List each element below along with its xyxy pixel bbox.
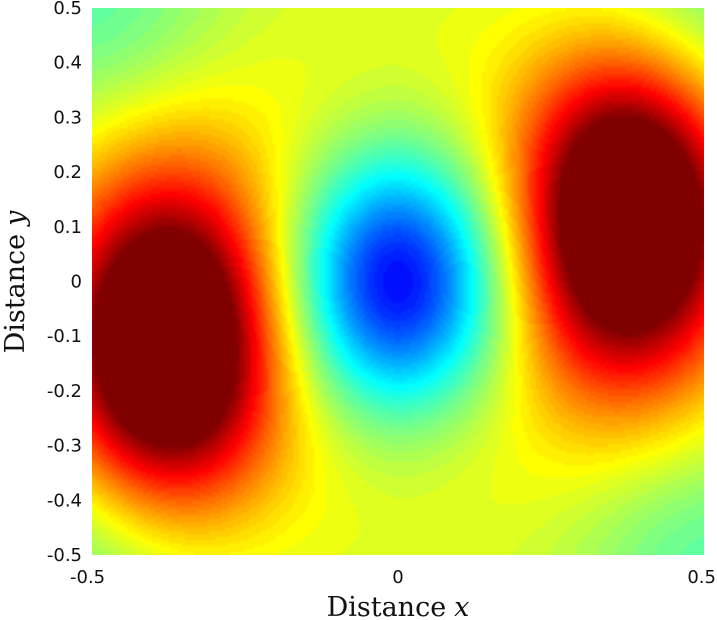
y-tick-label: 0.4 xyxy=(53,53,82,74)
y-tick-label: 0.3 xyxy=(53,107,82,128)
y-tick-labels: 0.5 0.4 0.3 0.2 0.1 0 -0.1 -0.2 -0.3 -0.4 -0.5 xyxy=(47,0,82,566)
y-tick-label: 0.2 xyxy=(53,162,82,183)
y-tick-label: 0 xyxy=(71,272,82,293)
y-tick-label: 0.5 xyxy=(53,0,82,19)
x-axis-label-var: x xyxy=(454,592,469,620)
x-axis-label-text: Distance xyxy=(327,592,447,620)
y-axis-label-var: y xyxy=(0,210,31,227)
x-tick-label: -0.5 xyxy=(70,567,105,588)
plot-area xyxy=(92,8,704,555)
y-tick-label: -0.5 xyxy=(47,545,82,566)
x-tick-labels: -0.5 0 0.5 xyxy=(70,567,716,588)
y-axis-label-text: Distance xyxy=(0,234,31,354)
y-tick-label: -0.4 xyxy=(47,490,82,511)
y-axis-label: Distance y xyxy=(0,210,31,354)
x-tick-label: 0 xyxy=(392,567,403,588)
contour-field xyxy=(92,8,704,555)
x-tick-label: 0.5 xyxy=(687,567,716,588)
x-axis-label: Distance x xyxy=(327,592,470,620)
y-tick-label: -0.2 xyxy=(47,381,82,402)
y-tick-label: -0.1 xyxy=(47,326,82,347)
y-tick-label: 0.1 xyxy=(53,217,82,238)
y-tick-label: -0.3 xyxy=(47,436,82,457)
